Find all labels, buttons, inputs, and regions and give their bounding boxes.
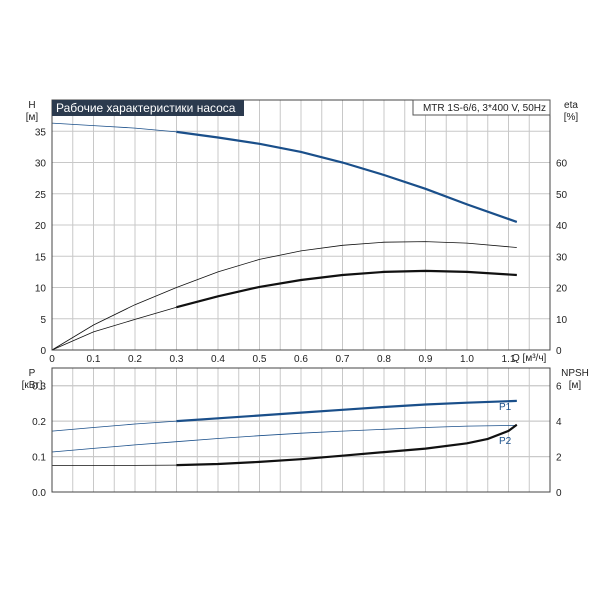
top-panel-series-2-operating-range — [176, 269, 517, 309]
y-right-top-label-1: eta — [564, 100, 578, 111]
y-right-bottom-label-1: NPSH — [561, 368, 589, 379]
bottom-panel-series-0-operating-range — [176, 399, 517, 423]
y-left-bottom-tick: 0.1 — [32, 453, 46, 464]
y-right-top-tick: 30 — [556, 252, 568, 263]
y-left-bottom-tick: 0.3 — [32, 382, 46, 393]
x-tick-label: 0.5 — [253, 354, 267, 365]
y-right-bottom-tick: 4 — [556, 417, 562, 428]
y-left-top-label-2: [м] — [26, 112, 39, 123]
bottom-panel-series-2-operating-range — [176, 423, 518, 467]
series-lines — [51, 122, 518, 467]
y-right-bottom-tick: 0 — [556, 488, 562, 499]
y-right-bottom-tick: 2 — [556, 453, 562, 464]
y-right-top-tick: 10 — [556, 315, 568, 326]
series-label-p2: P2 — [499, 436, 512, 447]
y-left-top-tick: 10 — [35, 284, 47, 295]
top-panel-series-0-operating-range — [176, 130, 518, 223]
chart-title: Рабочие характеристики насоса — [56, 101, 236, 115]
x-tick-label: 0.7 — [336, 354, 350, 365]
top-panel-series-0-line — [51, 122, 517, 223]
y-left-bottom-label-2: [кВт] — [22, 380, 43, 391]
y-left-top-tick: 35 — [35, 127, 47, 138]
y-left-top-tick: 5 — [40, 315, 46, 326]
x-tick-label: 0.3 — [170, 354, 184, 365]
x-tick-label: 0.1 — [87, 354, 101, 365]
y-right-top-tick: 20 — [556, 284, 568, 295]
x-axis-label: Q [м³/ч] — [512, 353, 547, 364]
x-tick-label: 1.0 — [460, 354, 474, 365]
series-label-p1: P1 — [499, 402, 512, 413]
top-grid — [51, 100, 550, 351]
bottom-panel-series-1-line — [51, 425, 517, 453]
tick-labels: 0 0.1 0.2 0.3 0.4 0.5 0.6 0.7 0.8 0.9 1.0 1.1 0 5 10 15… — [32, 127, 567, 499]
top-panel-frame — [51, 99, 551, 351]
x-tick-label: 0.2 — [128, 354, 142, 365]
y-left-top-tick: 15 — [35, 252, 47, 263]
x-tick-label: 0 — [49, 354, 55, 365]
x-tick-label: 0.8 — [377, 354, 391, 365]
y-left-top-tick: 20 — [35, 221, 47, 232]
y-right-bottom-tick: 6 — [556, 382, 562, 393]
y-left-top-tick: 30 — [35, 159, 47, 170]
y-left-top-tick: 0 — [40, 346, 46, 357]
model-box — [412, 99, 551, 116]
x-tick-label: 0.9 — [419, 354, 433, 365]
model-label: MTR 1S-6/6, 3*400 V, 50Hz — [423, 103, 546, 114]
y-left-bottom-tick: 0.2 — [32, 417, 46, 428]
y-left-top-label-1: H — [28, 100, 35, 111]
y-left-bottom-label-1: P — [29, 368, 36, 379]
y-right-top-tick: 60 — [556, 159, 568, 170]
bottom-grid — [51, 368, 550, 493]
y-right-top-tick: 0 — [556, 346, 562, 357]
x-tick-label: 0.6 — [294, 354, 308, 365]
y-right-top-tick: 50 — [556, 190, 568, 201]
title-box — [52, 100, 244, 116]
y-right-top-label-2: [%] — [564, 112, 579, 123]
x-tick-label: 1.1 — [502, 354, 516, 365]
bottom-panel-frame — [51, 367, 551, 493]
y-right-top-tick: 40 — [556, 221, 568, 232]
top-panel-series-1-line — [51, 241, 517, 351]
y-right-bottom-label-2: [м] — [569, 380, 582, 391]
y-left-top-tick: 25 — [35, 190, 47, 201]
x-tick-label: 0.4 — [211, 354, 225, 365]
y-left-bottom-tick: 0.0 — [32, 488, 46, 499]
